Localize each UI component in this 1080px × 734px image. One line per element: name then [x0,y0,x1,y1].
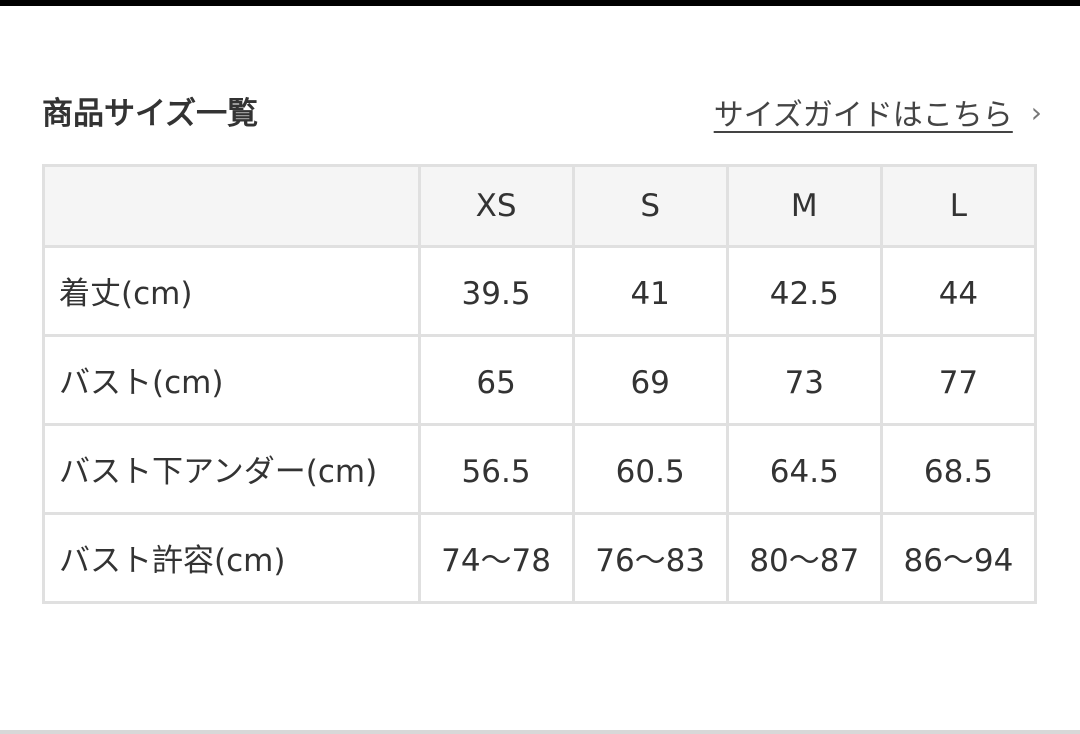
cell-value: 74〜78 [417,512,575,604]
table-row: バスト許容(cm) 74〜78 76〜83 80〜87 86〜94 [42,512,1038,604]
table-row: バスト(cm) 65 69 73 77 [42,334,1038,426]
header-cell-m: M [725,164,883,248]
cell-value: 65 [417,334,575,426]
header-cell-s: S [571,164,729,248]
cell-value: 68.5 [879,423,1038,515]
cell-value: 39.5 [417,245,575,337]
cell-value: 60.5 [571,423,729,515]
header-cell-l: L [879,164,1038,248]
page-title: 商品サイズ一覧 [42,96,259,132]
table-row: 着丈(cm) 39.5 41 42.5 44 [42,245,1038,337]
cell-value: 77 [879,334,1038,426]
size-guide-link-container[interactable]: サイズガイドはこちら › [714,90,1042,134]
row-label: 着丈(cm) [42,245,421,337]
cell-value: 73 [725,334,883,426]
row-label: バスト許容(cm) [42,512,421,604]
cell-value: 76〜83 [571,512,729,604]
cell-value: 69 [571,334,729,426]
size-guide-link[interactable]: サイズガイドはこちら [713,98,1013,133]
cell-value: 86〜94 [879,512,1038,604]
row-label: バスト(cm) [42,334,421,426]
table-header-row: XS S M L [42,164,1038,248]
row-label: バスト下アンダー(cm) [42,423,421,515]
top-bar [0,0,1080,6]
cell-value: 56.5 [417,423,575,515]
bottom-divider [0,730,1080,734]
cell-value: 42.5 [725,245,883,337]
size-table: XS S M L 着丈(cm) 39.5 41 42.5 44 バスト(cm) … [42,164,1038,604]
cell-value: 44 [879,245,1038,337]
header-cell-xs: XS [417,164,575,248]
cell-value: 80〜87 [725,512,883,604]
chevron-right-icon: › [1030,95,1042,129]
cell-value: 64.5 [725,423,883,515]
cell-value: 41 [571,245,729,337]
table-row: バスト下アンダー(cm) 56.5 60.5 64.5 68.5 [42,423,1038,515]
header-cell-empty [42,164,421,248]
